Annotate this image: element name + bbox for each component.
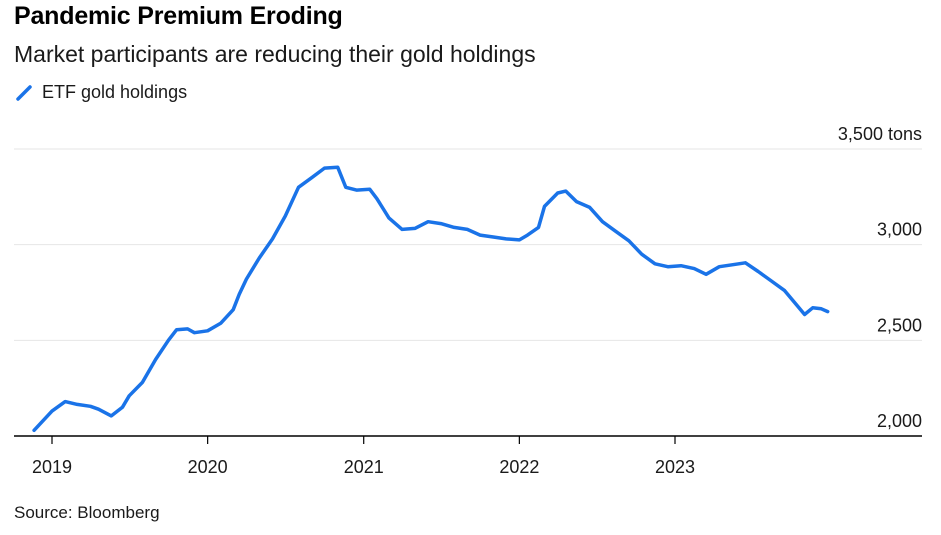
source-note: Source: Bloomberg — [14, 503, 160, 522]
y-axis-ticks: 2,000 2,500 3,000 3,500 tons — [838, 124, 922, 431]
x-tick-label: 2020 — [188, 457, 228, 477]
gridlines — [14, 148, 922, 341]
x-tick-label: 2021 — [344, 457, 384, 477]
y-tick-label: 2,000 — [877, 411, 922, 431]
legend-label: ETF gold holdings — [42, 82, 188, 102]
x-tick-label: 2023 — [655, 457, 695, 477]
legend-swatch-icon — [16, 84, 32, 101]
chart-subtitle: Market participants are reducing their g… — [14, 41, 536, 67]
chart-title: Pandemic Premium Eroding — [14, 2, 343, 30]
y-tick-label: 3,000 — [877, 220, 922, 240]
series-layer — [32, 165, 830, 433]
x-axis-ticks: 2019 2020 2021 2022 2023 — [32, 436, 695, 477]
y-tick-label: 2,500 — [877, 315, 922, 335]
x-tick-label: 2022 — [499, 457, 539, 477]
y-tick-label: 3,500 tons — [838, 124, 922, 144]
series-line-etf-gold-holdings — [32, 165, 830, 433]
legend: ETF gold holdings — [14, 82, 187, 103]
x-tick-label: 2019 — [32, 457, 72, 477]
